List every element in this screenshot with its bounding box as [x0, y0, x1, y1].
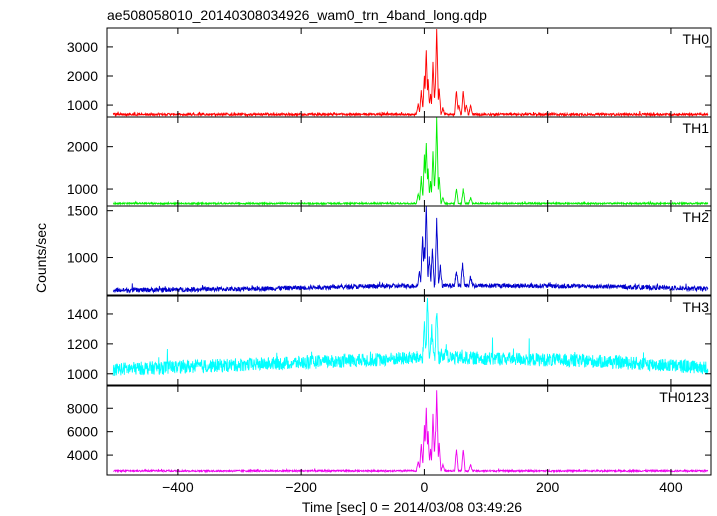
x-axis-label: Time [sec] 0 = 2014/03/08 03:49:26 — [302, 499, 522, 515]
panel-th1: 1000 2000 TH1 — [67, 116, 712, 207]
panel-frame — [106, 27, 712, 118]
panel-th0: 1000 2000 3000 TH0 — [67, 27, 712, 118]
x-tick-label: 200 — [536, 479, 560, 495]
series-line-th0123 — [113, 390, 709, 474]
y-tick-label: 1200 — [67, 336, 98, 352]
panel-label-th3: TH3 — [683, 299, 710, 315]
series-line-th2 — [112, 206, 709, 294]
panel-label-th2: TH2 — [683, 209, 710, 225]
x-tick-label: −400 — [162, 479, 194, 495]
y-tick-label: 6000 — [67, 424, 98, 440]
y-tick-label: 1000 — [67, 181, 98, 197]
y-tick-label: 4000 — [67, 447, 98, 463]
y-tick-label: 1000 — [67, 97, 98, 113]
x-axis: −400 −200 0 200 400 — [162, 479, 683, 495]
panel-frame — [106, 116, 712, 207]
y-tick-label: 1400 — [67, 306, 98, 322]
panel-frame — [106, 385, 712, 476]
y-tick-label: 2000 — [67, 139, 98, 155]
y-axis-label: Counts/sec — [33, 223, 49, 293]
x-tick-label: 0 — [421, 479, 429, 495]
y-tick-label: 1000 — [67, 366, 98, 382]
y-tick-label: 1000 — [67, 250, 98, 266]
panel-label-th0: TH0 — [683, 31, 710, 47]
panel-th0123: 4000 6000 8000 TH0123 — [67, 385, 712, 476]
panel-frame — [106, 205, 712, 296]
x-tick-label: 400 — [659, 479, 683, 495]
y-tick-label: 3000 — [67, 39, 98, 55]
series-line-th1 — [112, 117, 709, 206]
y-tick-label: 1500 — [67, 203, 98, 219]
y-tick-label: 2000 — [67, 68, 98, 84]
series-line-th3 — [112, 297, 709, 376]
y-tick-label: 8000 — [67, 400, 98, 416]
panel-label-th0123: TH0123 — [659, 389, 709, 405]
x-tick-label: −200 — [285, 479, 317, 495]
panel-th2: 1000 1500 TH2 — [67, 203, 712, 296]
panel-th3: 1000 1200 1400 TH3 — [67, 295, 712, 386]
panel-label-th1: TH1 — [683, 120, 710, 136]
series-line-th0 — [112, 28, 709, 117]
panel-frame — [106, 295, 712, 386]
figure-title: ae508058010_20140308034926_wam0_trn_4ban… — [107, 7, 487, 23]
